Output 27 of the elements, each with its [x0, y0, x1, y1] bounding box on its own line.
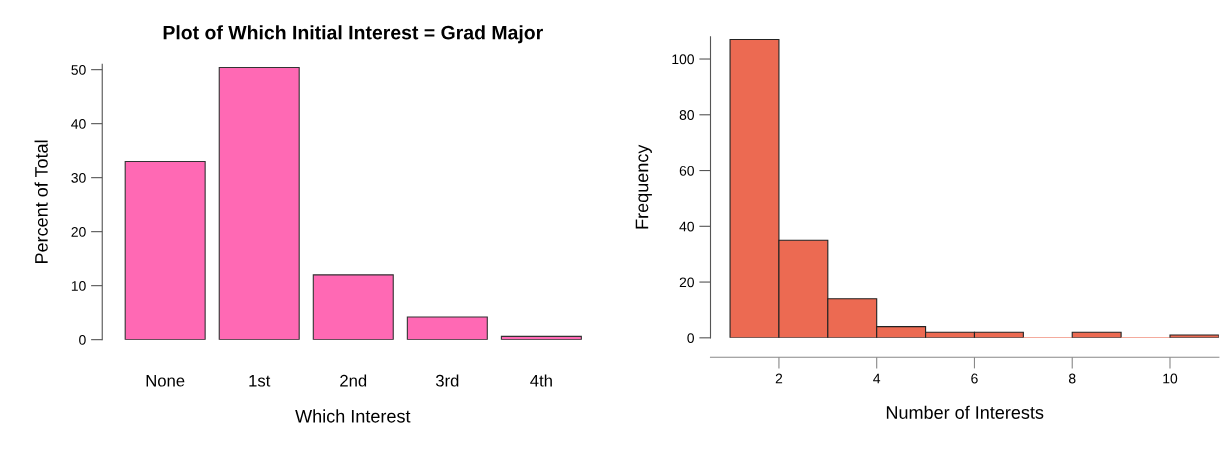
y-tick-label: 100: [672, 54, 694, 65]
y-tick-label: 30: [71, 172, 86, 183]
y-tick-label: 20: [71, 226, 86, 237]
x-tick-label: 10: [1163, 373, 1178, 384]
y-tick-label: 20: [679, 277, 694, 288]
x-tick-label: 4th: [530, 374, 552, 387]
y-tick-label: 10: [71, 280, 86, 291]
x-tick-label: 1st: [249, 374, 271, 387]
x-tick-label: 2: [775, 373, 783, 384]
y-tick-label: 40: [679, 221, 694, 232]
y-tick-label: 80: [679, 110, 694, 120]
x-tick-label: 3rd: [435, 374, 459, 387]
x-axis-title: Number of Interests: [886, 405, 1044, 419]
x-tick-label: 6: [971, 373, 978, 384]
y-tick-label: 0: [687, 333, 694, 343]
x-tick-label: 8: [1068, 373, 1076, 384]
y-tick-label: 40: [71, 118, 86, 129]
x-axis-title: Which Interest: [295, 409, 411, 423]
y-tick-label: 0: [79, 334, 86, 345]
x-tick-label: 2nd: [340, 374, 367, 387]
x-tick-label: None: [146, 374, 185, 387]
y-axis-title: Percent of Total: [34, 140, 48, 264]
y-axis-title: Frequency: [635, 144, 652, 229]
chart-title: Plot of Which Initial Interest = Grad Major: [163, 25, 543, 44]
x-tick-label: 4: [873, 373, 881, 384]
y-tick-label: 50: [71, 64, 86, 75]
y-tick-label: 60: [679, 165, 694, 176]
